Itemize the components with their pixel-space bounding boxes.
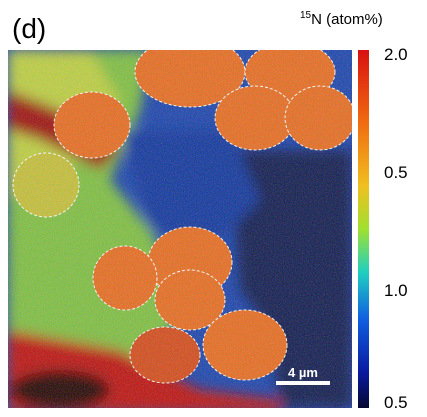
nanosims-image (8, 50, 352, 408)
colorbar-tick-label: 0.5 (384, 163, 408, 182)
colorbar-tick-label: 1.0 (384, 281, 408, 300)
panel-label: (d) (12, 13, 46, 44)
colorbar-title: 15N (atom%) (300, 10, 383, 28)
colorbar (358, 50, 369, 408)
pixel-noise (8, 50, 352, 408)
colorbar-title-text: N (atom%) (311, 11, 383, 28)
isotope-superscript: 15 (300, 10, 312, 21)
colorbar-tick-label: 0.5 (384, 393, 408, 412)
colorbar-tick-label: 2.0 (384, 45, 408, 64)
scale-bar-label: 4 µm (288, 365, 318, 380)
